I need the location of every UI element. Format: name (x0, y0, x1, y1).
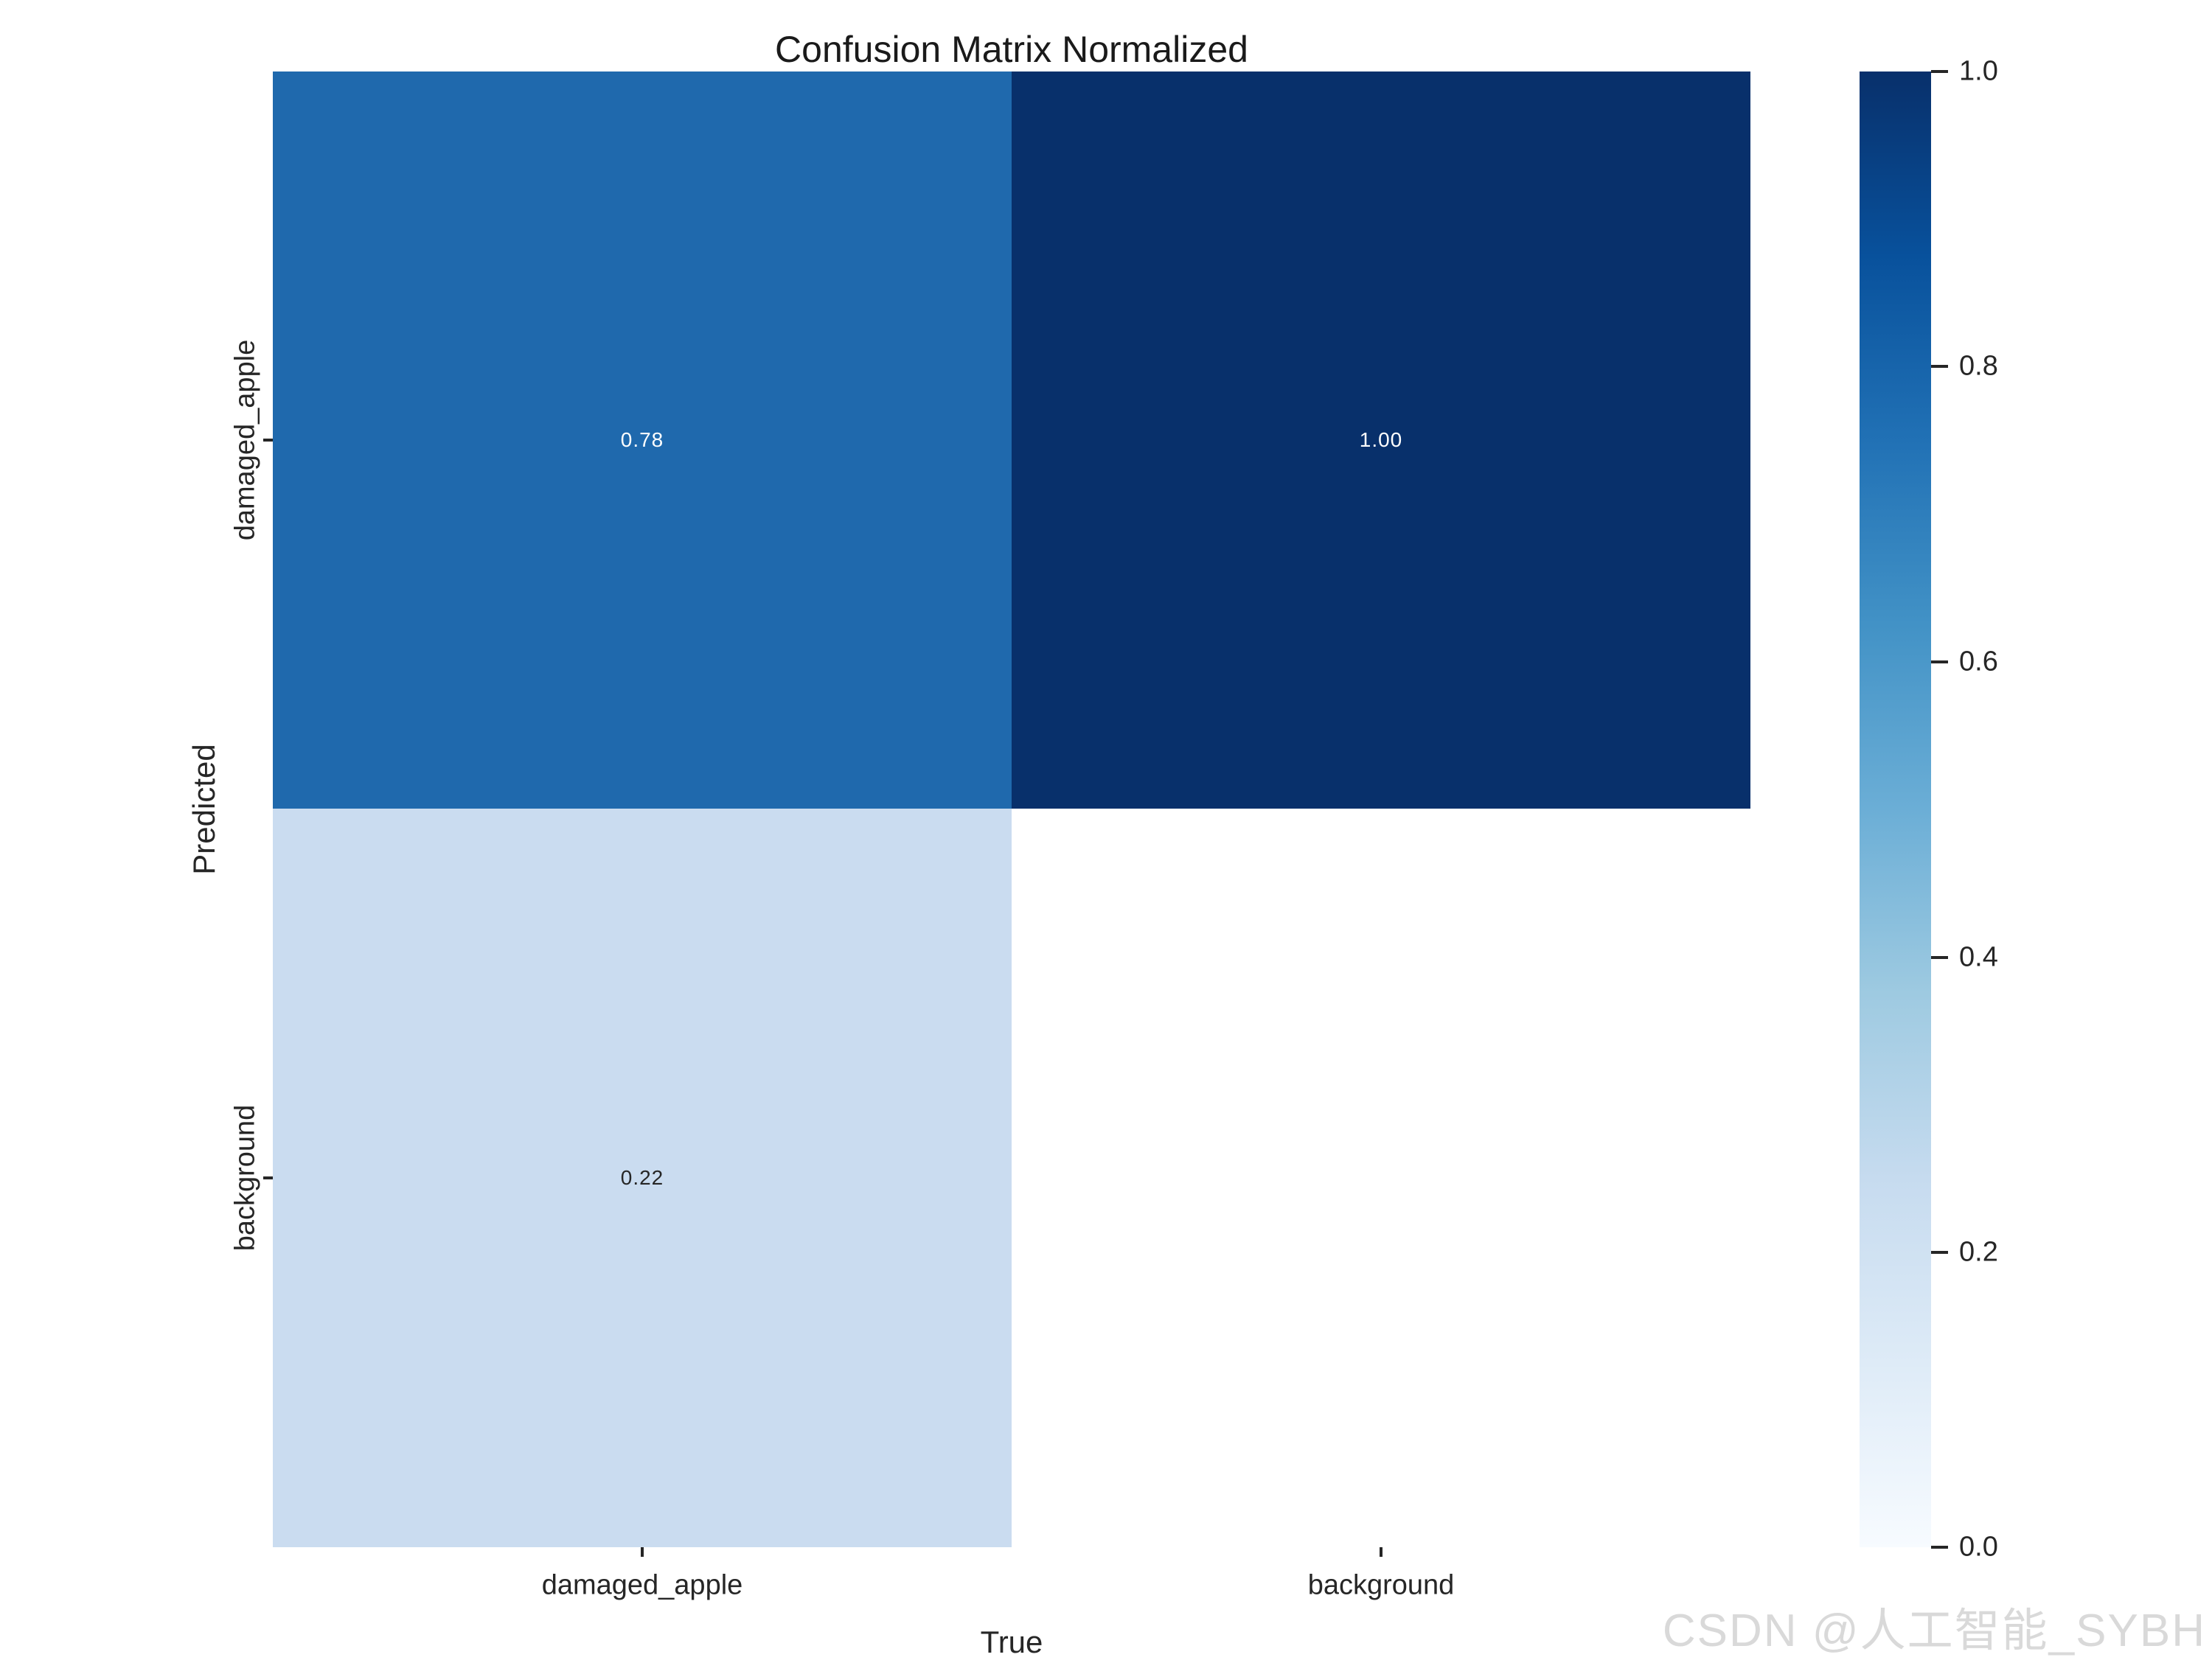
x-tick-label-background: background (1307, 1569, 1455, 1601)
colorbar-tick-label-0.6: 0.6 (1959, 646, 1998, 677)
heatmap-cell-row1-col0: 0.22 (273, 809, 1012, 1547)
colorbar-tick-label-0.2: 0.2 (1959, 1236, 1998, 1268)
heatmap-cell-row0-col0: 0.78 (273, 72, 1012, 809)
y-axis-tick-row1 (263, 1176, 273, 1179)
y-axis-label: Predicted (187, 744, 221, 875)
colorbar-tick-label-0.0: 0.0 (1959, 1531, 1998, 1563)
cell-value-row0-col0: 0.78 (620, 428, 664, 451)
heatmap-cell-row0-col1: 1.00 (1012, 72, 1750, 809)
x-axis-tick-col1 (1380, 1547, 1382, 1557)
chart-title: Confusion Matrix Normalized (775, 29, 1248, 70)
y-tick-label-damaged-apple: damaged_apple (229, 339, 261, 541)
colorbar-tick-0.2 (1931, 1251, 1948, 1254)
x-axis-label: True (980, 1625, 1043, 1659)
y-axis-tick-row0 (263, 439, 273, 442)
x-axis-tick-col0 (641, 1547, 644, 1557)
colorbar-tick-0.4 (1931, 956, 1948, 959)
colorbar-tick-label-0.8: 0.8 (1959, 350, 1998, 382)
colorbar-gradient (1860, 72, 1931, 1547)
colorbar-tick-1.0 (1931, 70, 1948, 73)
heatmap-cell-row1-col1 (1012, 809, 1750, 1547)
x-tick-label-damaged-apple: damaged_apple (541, 1569, 743, 1601)
y-tick-label-background: background (229, 1104, 261, 1252)
colorbar-tick-label-0.4: 0.4 (1959, 941, 1998, 973)
colorbar-tick-label-1.0: 1.0 (1959, 55, 1998, 87)
watermark-text: CSDN @人工智能_SYBH (1662, 1605, 2206, 1656)
colorbar-tick-0.8 (1931, 365, 1948, 368)
colorbar-tick-0.0 (1931, 1546, 1948, 1549)
cell-value-row0-col1: 1.00 (1359, 428, 1403, 451)
colorbar-tick-0.6 (1931, 660, 1948, 663)
cell-value-row1-col0: 0.22 (620, 1166, 664, 1189)
